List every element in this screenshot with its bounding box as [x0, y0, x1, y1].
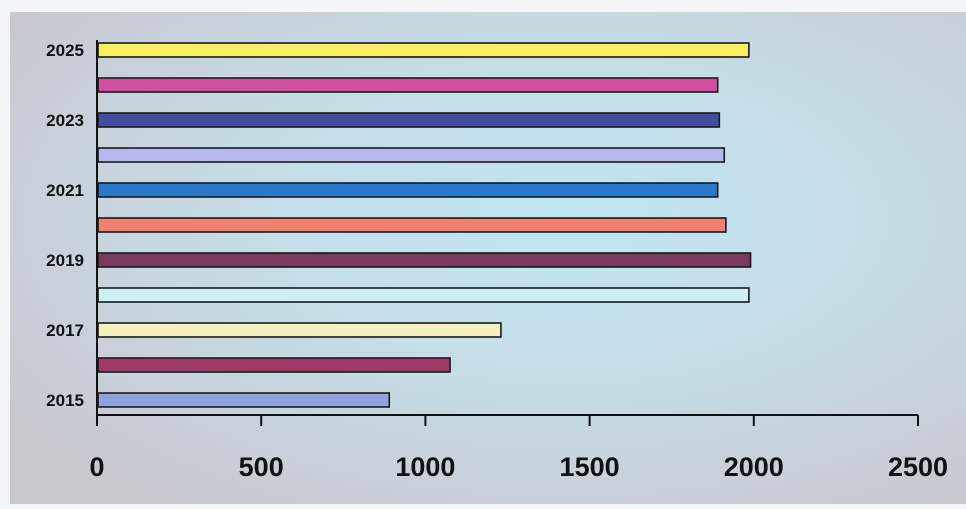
y-tick-label-2023: 2023: [46, 111, 84, 130]
y-tick-label-2021: 2021: [46, 181, 84, 200]
bar-2018: [97, 287, 750, 303]
bar-2022: [97, 147, 726, 163]
y-tick-labels: 2015 2017 2019 2021 2023 2025: [46, 41, 84, 410]
x-tick-label-500: 500: [239, 452, 284, 482]
y-tick-label-2025: 2025: [46, 41, 84, 60]
x-tick-label-2500: 2500: [888, 452, 948, 482]
y-tick-label-2019: 2019: [46, 251, 84, 270]
bar-2019: [97, 252, 752, 268]
bar-2015: [97, 392, 391, 408]
bar-2020: [97, 217, 727, 233]
bar-2021: [97, 182, 719, 198]
x-tick-label-2000: 2000: [724, 452, 784, 482]
x-tick-label-1500: 1500: [560, 452, 620, 482]
bar-2017: [97, 322, 502, 338]
axes-group: [96, 40, 919, 426]
bar-2024: [97, 77, 719, 93]
bar-2025: [97, 42, 750, 58]
bar-2023: [97, 112, 721, 128]
x-tick-label-0: 0: [89, 452, 104, 482]
y-tick-label-2017: 2017: [46, 321, 84, 340]
x-tick-labels: 0 500 1000 1500 2000 2500: [89, 452, 948, 482]
y-tick-label-2015: 2015: [46, 391, 84, 410]
x-tick-label-1000: 1000: [395, 452, 455, 482]
bar-2016: [97, 357, 451, 373]
